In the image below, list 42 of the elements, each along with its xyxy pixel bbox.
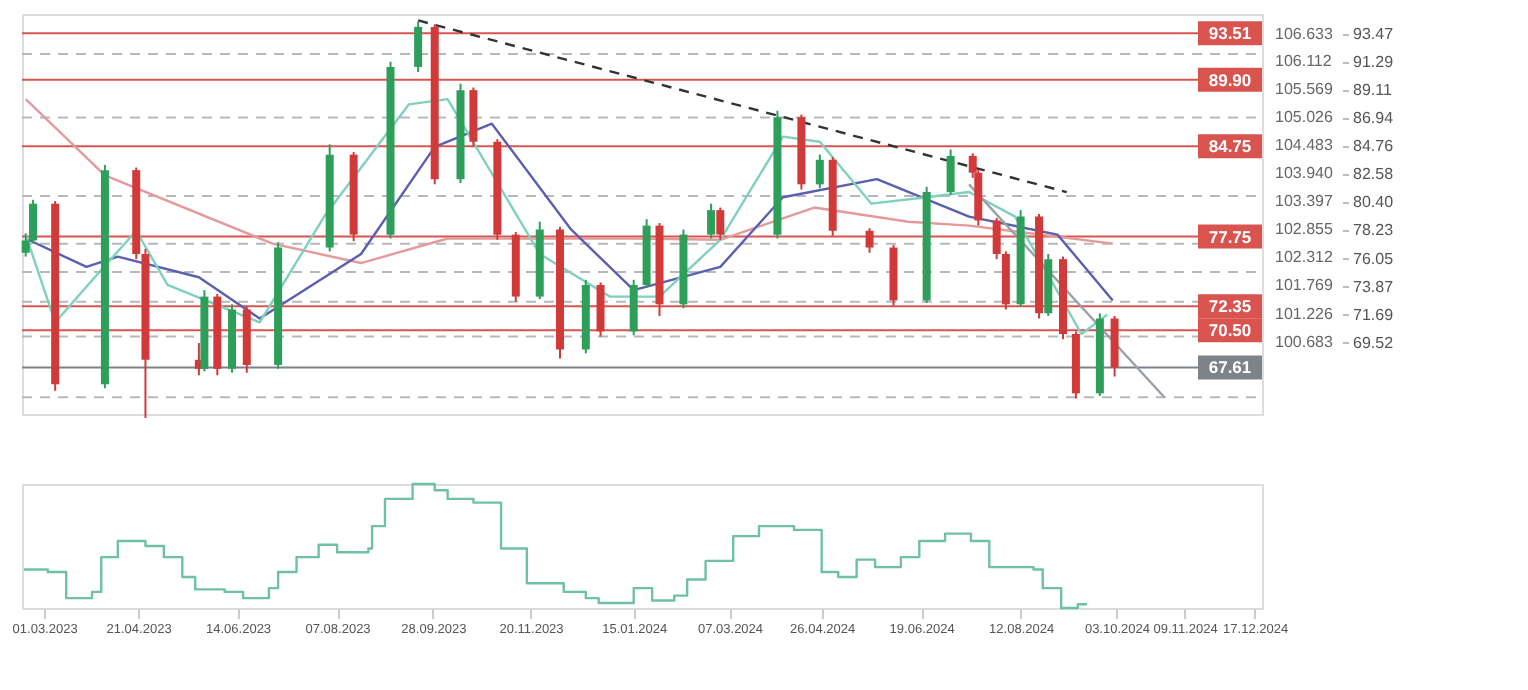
ref-line-label: 89.90 bbox=[1208, 69, 1252, 90]
y2-tick-label: 105.026 bbox=[1275, 107, 1334, 126]
candlestick bbox=[992, 216, 1001, 261]
candlestick bbox=[716, 206, 725, 241]
ref-line-label: 84.75 bbox=[1208, 136, 1252, 157]
y-tick-label: 80.40 bbox=[1353, 193, 1395, 212]
y-tick-label: 69.52 bbox=[1353, 333, 1395, 352]
y-tick-label: 78.23 bbox=[1353, 221, 1395, 240]
y2-tick-label: 104.483 bbox=[1275, 136, 1334, 154]
y2-tick-label: 100.683 bbox=[1275, 332, 1334, 351]
y-tick-label: 86.94 bbox=[1353, 109, 1395, 127]
y-tick-label: 71.69 bbox=[1353, 305, 1395, 324]
candlestick bbox=[414, 20, 423, 74]
y2-tick-label: 106.112 bbox=[1275, 51, 1333, 70]
y2-tick-label: 103.397 bbox=[1275, 192, 1334, 211]
y-tick-label: 93.47 bbox=[1353, 24, 1395, 43]
line-series bbox=[24, 97, 1114, 265]
y-tick-label: 82.58 bbox=[1353, 165, 1395, 184]
ref-line-label: 77.75 bbox=[1208, 226, 1252, 247]
candlestick bbox=[596, 281, 605, 338]
y2-tick-label: 101.226 bbox=[1275, 304, 1334, 323]
y2-tick-label: 106.633 bbox=[1275, 24, 1334, 43]
y2-tick-label: 101.769 bbox=[1275, 276, 1334, 295]
y2-tick-label: 103.940 bbox=[1275, 164, 1334, 183]
ref-line-label: 93.51 bbox=[1208, 23, 1252, 44]
y-tick-label: 76.05 bbox=[1353, 249, 1395, 268]
line-series bbox=[24, 97, 1109, 336]
ref-line-label: 67.61 bbox=[1208, 357, 1252, 378]
candlestick bbox=[865, 227, 874, 254]
y2-tick-label: 102.855 bbox=[1275, 220, 1334, 239]
candlestick bbox=[629, 278, 638, 337]
candlestick bbox=[707, 202, 716, 240]
ref-line-label: 70.50 bbox=[1208, 320, 1252, 341]
y-tick-label: 84.76 bbox=[1353, 137, 1395, 156]
candlestick bbox=[815, 153, 824, 190]
candlestick bbox=[946, 148, 955, 196]
ref-line-label: 72.35 bbox=[1208, 296, 1252, 317]
y-tick-label: 91.29 bbox=[1353, 52, 1395, 71]
y2-tick-label: 105.569 bbox=[1275, 79, 1334, 98]
y2-tick-label: 102.312 bbox=[1275, 248, 1334, 267]
y-tick-label: 73.87 bbox=[1353, 277, 1395, 296]
y-tick-label: 89.11 bbox=[1353, 81, 1393, 99]
